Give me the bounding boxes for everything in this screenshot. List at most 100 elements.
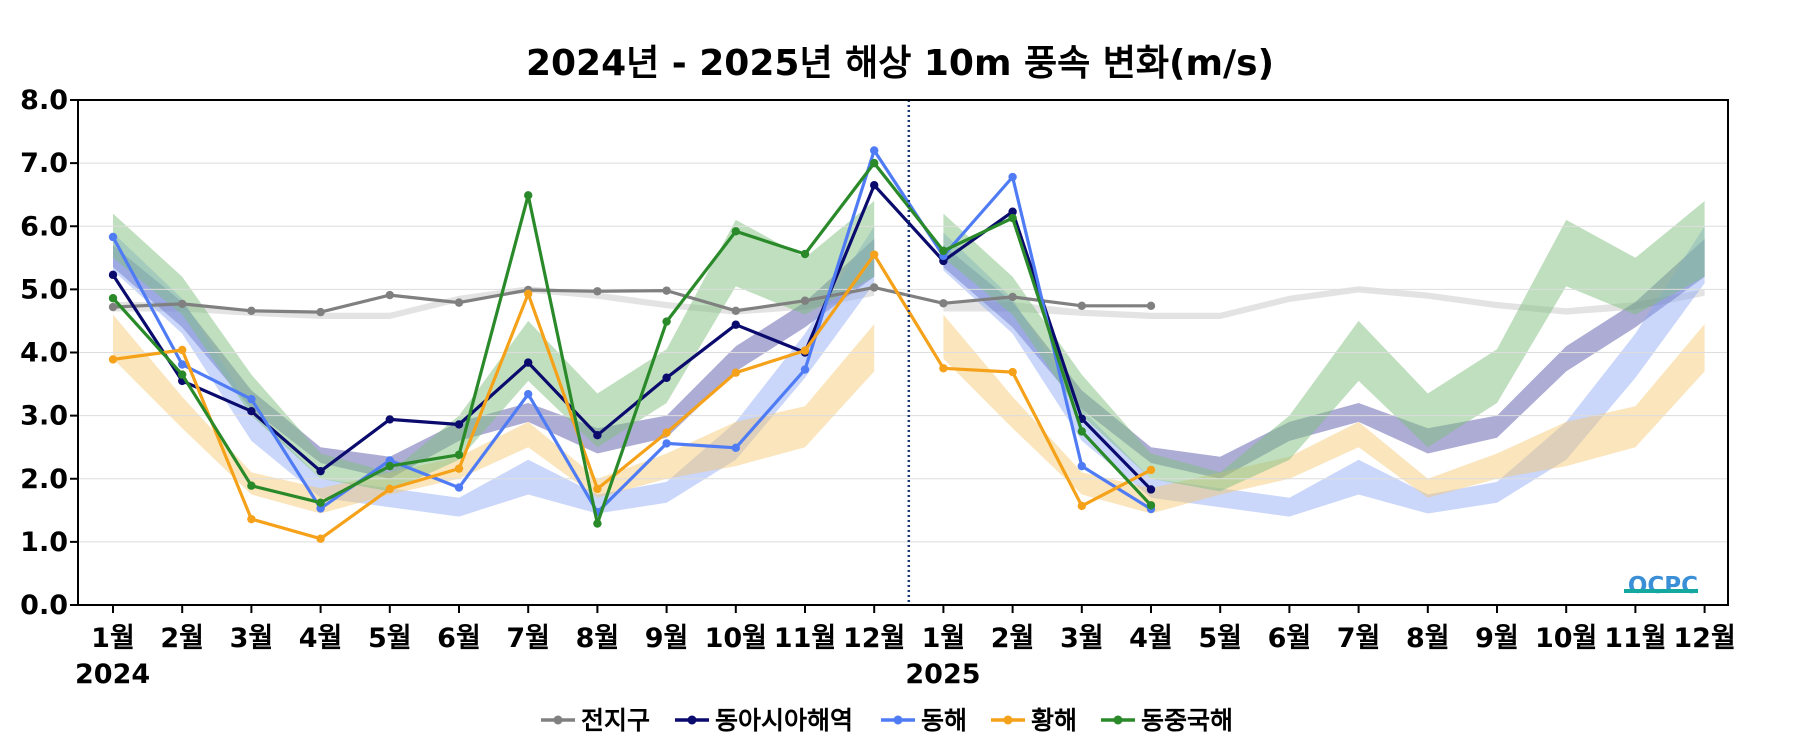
x-tick-label: 1월 [922,623,966,654]
data-point-황해 [385,484,394,494]
legend-item-동중국해: 동중국해 [1101,706,1233,735]
legend-item-황해: 황해 [991,706,1077,735]
x-tick-label: 5월 [1198,623,1242,654]
legend-swatch-marker [893,715,903,725]
climatology-band-황해-2025 [943,314,1705,514]
chart-title: 2024년 - 2025년 해상 10m 풍속 변화(m/s) [526,43,1274,84]
year-label: 2025 [905,659,980,690]
x-tick-label: 5월 [368,623,412,654]
data-point-황해 [1077,501,1087,511]
x-tick-label: 2월 [991,623,1035,654]
climatology-band-전지구-2025 [943,286,1705,319]
data-point-황해 [108,355,118,364]
data-point-동중국해 [247,481,256,490]
legend-swatch-marker [1003,715,1013,725]
data-point-동아시아해역 [870,181,879,190]
y-tick-label: 7.0 [20,148,68,179]
data-point-전지구 [800,296,810,305]
logo-text: OCPC [1628,573,1698,599]
data-point-동아시아해역 [454,420,464,429]
axes: 0.0 1.0 2.0 3.0 4.0 5.0 6.0 7.0 8.0 1월 2월 3월 4월 5월 6월 7… [20,85,1736,690]
data-point-동중국해 [385,461,394,471]
data-point-동중국해 [870,158,879,168]
data-point-동해 [662,439,671,448]
data-point-전지구 [454,298,464,307]
grid-lines [78,162,1728,543]
data-point-황해 [247,514,256,524]
y-tick-label: 5.0 [20,274,68,305]
data-point-동해 [524,389,533,399]
climatology-band-황해-2024 [113,314,875,514]
series-line-동아시아해역 [111,183,1153,491]
data-point-황해 [939,364,948,373]
x-tick-label: 10월 [1535,623,1597,654]
series-line-전지구 [112,285,1151,314]
x-tick-label: 6월 [437,623,481,654]
data-point-동중국해 [454,450,464,459]
data-point-동아시아해역 [385,415,394,424]
legend-item-전지구: 전지구 [541,706,650,735]
data-point-전지구 [593,287,602,296]
data-point-황해 [870,250,879,259]
data-point-동해 [731,443,740,453]
data-point-동해 [1077,461,1087,471]
legend: 전지구 동아시아해역 동해 황해 동중국해 [541,706,1233,735]
climatology-band-동아시아해역-2025 [943,238,1705,479]
legend-label: 전지구 [581,706,650,735]
data-point-전지구 [247,306,256,316]
climatology-bands [113,201,1705,517]
data-point-동중국해 [524,191,533,200]
data-point-동중국해 [178,370,187,379]
data-point-동해 [178,360,187,369]
legend-item-동아시아해역: 동아시아해역 [675,706,853,735]
x-tick-label: 1월 [91,623,135,654]
data-point-황해 [593,484,602,494]
legend-item-동해: 동해 [881,706,967,735]
x-tick-label: 8월 [576,623,620,654]
legend-label: 황해 [1031,706,1077,735]
data-point-동중국해 [1146,501,1156,510]
x-tick-label: 4월 [299,623,343,654]
series-lines [108,146,1156,543]
x-tick-label: 9월 [1475,623,1519,654]
series-line-황해 [112,253,1152,541]
data-point-동아시아해역 [1146,485,1156,494]
data-point-전지구 [870,283,879,292]
legend-label: 동중국해 [1141,706,1233,735]
legend-swatch-marker [553,715,563,725]
x-tick-label: 11월 [1604,623,1666,654]
data-point-황해 [800,346,810,355]
y-tick-label: 6.0 [20,211,68,242]
data-point-동해 [108,232,118,242]
x-tick-label: 3월 [230,623,274,654]
data-point-황해 [1008,367,1017,377]
data-point-동해 [1008,172,1017,182]
data-point-동아시아해역 [316,466,325,476]
x-tick-label: 10월 [705,623,767,654]
x-tick-label: 12월 [1673,623,1735,654]
data-point-동아시아해역 [1008,207,1017,216]
data-point-전지구 [178,299,187,309]
data-point-전지구 [662,286,671,295]
data-point-동아시아해역 [247,407,256,416]
data-point-전지구 [108,302,118,312]
x-tick-label: 8월 [1406,623,1450,654]
series-line-동중국해 [111,161,1153,526]
data-point-동아시아해역 [662,373,671,382]
y-tick-label: 1.0 [20,527,68,558]
data-point-동아시아해역 [524,358,533,367]
x-tick-label: 11월 [774,623,836,654]
x-tick-label: 7월 [506,623,550,654]
logo-underline [1624,589,1698,593]
x-tick-label: 3월 [1060,623,1104,654]
data-point-전지구 [1008,292,1017,302]
data-point-동중국해 [731,227,740,236]
data-point-동해 [454,483,464,492]
data-point-동중국해 [316,498,325,507]
y-tick-label: 0.0 [20,590,68,621]
data-point-전지구 [316,307,325,317]
legend-swatch-marker [1113,715,1123,725]
data-point-동중국해 [800,249,810,259]
